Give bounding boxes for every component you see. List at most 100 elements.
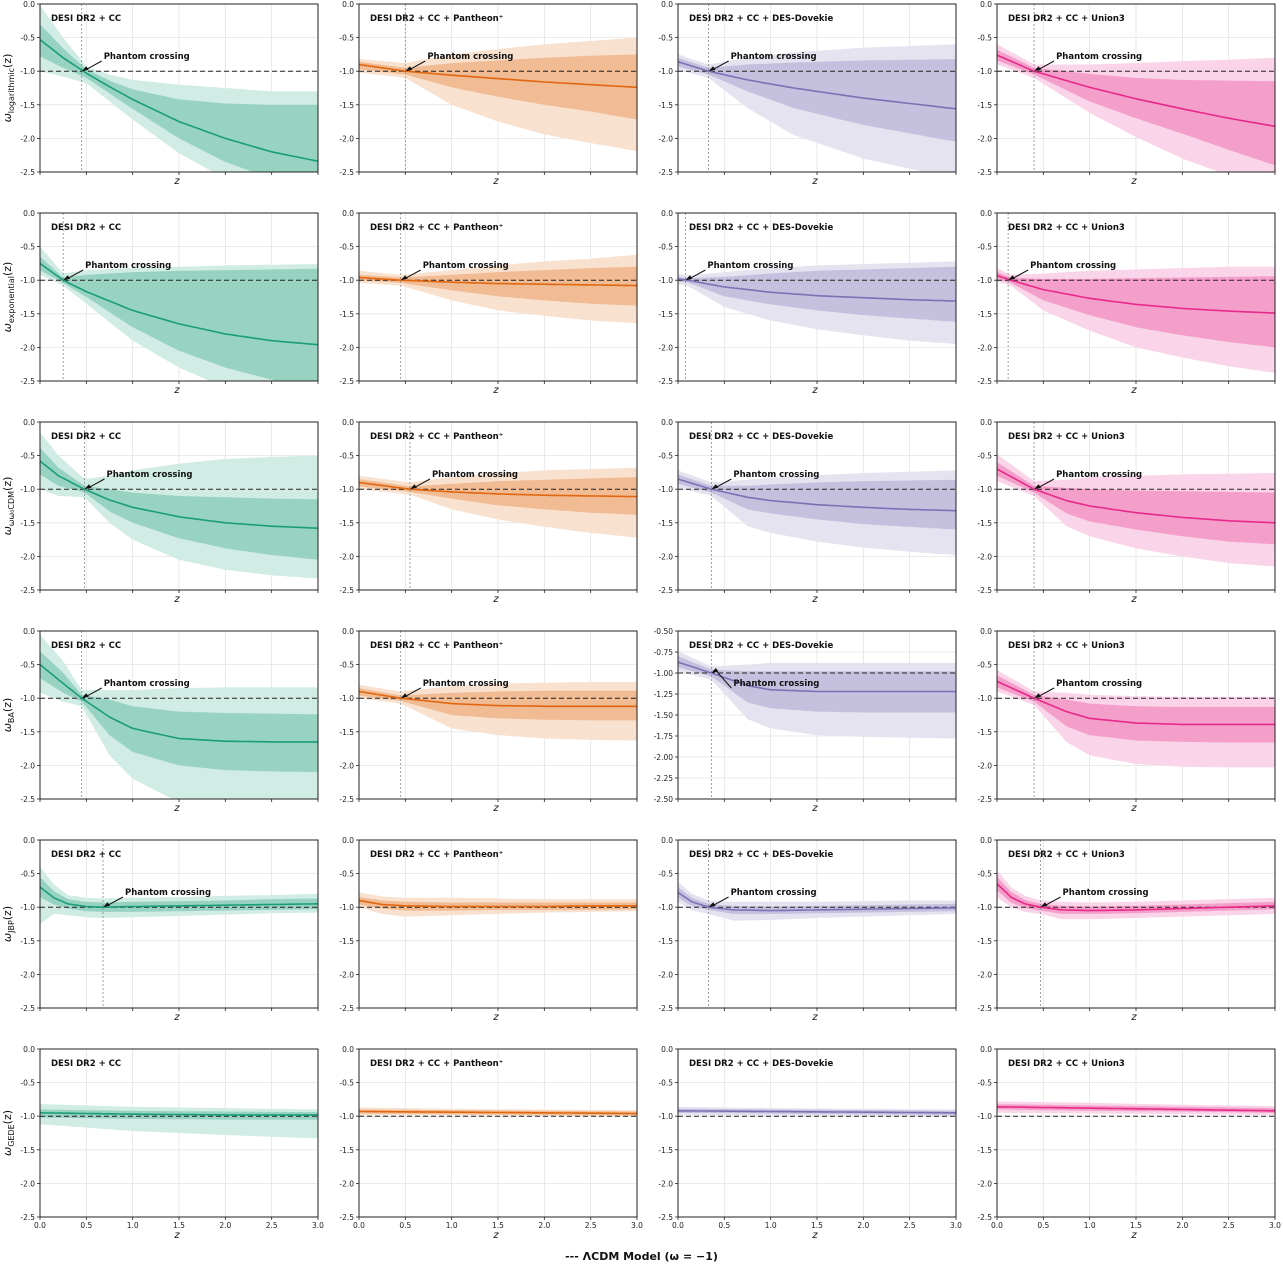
x-tick-label: 1.0 <box>127 1221 139 1230</box>
y-axis-label: ωlogarithmic(z) <box>1 54 16 123</box>
y-tick-label: -1.0 <box>658 485 673 494</box>
y-tick-label: 0.0 <box>661 0 673 9</box>
plot-area <box>678 422 956 590</box>
panel-title: DESI DR2 + CC + Union3 <box>1008 223 1125 233</box>
median-line <box>678 478 956 512</box>
x-axis-label: z <box>173 1012 180 1023</box>
y-tick-label: -0.5 <box>977 452 992 461</box>
crossing-arrow-head <box>63 275 71 281</box>
band-1sigma <box>40 877 318 912</box>
x-axis-label: z <box>1130 803 1137 814</box>
x-axis-label: z <box>492 594 499 605</box>
chart-panel: Phantom crossing DESI DR2 + CC + Union3 0.… <box>977 209 1276 396</box>
y-axis-label: ωGEDE(z) <box>1 1110 16 1156</box>
y-tick-label: -0.5 <box>339 452 354 461</box>
y-tick-label: -2.0 <box>339 134 354 143</box>
x-axis-label: z <box>492 803 499 814</box>
y-tick-label: -2.0 <box>339 970 354 979</box>
phantom-crossing-label: Phantom crossing <box>432 470 518 480</box>
x-axis-label: z <box>492 176 499 187</box>
x-tick-label: 1.5 <box>811 1221 823 1230</box>
y-tick-label: -2.5 <box>20 168 35 177</box>
crossing-arrow-head <box>1034 484 1042 490</box>
x-tick-label: 0.0 <box>353 1221 365 1230</box>
x-axis-label: z <box>1130 385 1137 396</box>
median-line <box>997 883 1275 912</box>
y-tick-label: -2.0 <box>339 552 354 561</box>
panel-title: DESI DR2 + CC + Union3 <box>1008 432 1125 442</box>
y-tick-label: -0.5 <box>20 34 35 43</box>
y-tick-label: -1.0 <box>658 276 673 285</box>
y-tick-label: -0.5 <box>339 1079 354 1088</box>
y-tick-label: -1.0 <box>20 694 35 703</box>
crossing-arrow-shaft <box>1038 687 1055 697</box>
y-tick-label: -2.00 <box>654 753 674 762</box>
median-line <box>678 661 956 693</box>
y-tick-label: -2.5 <box>658 1004 673 1013</box>
y-axis-label: ωBA(z) <box>1 698 16 733</box>
panel-title: DESI DR2 + CC + Pantheon⁺ <box>370 850 503 860</box>
crossing-arrow-shaft <box>405 269 421 279</box>
plot-area <box>359 1107 637 1117</box>
x-tick-label: 2.5 <box>266 1221 278 1230</box>
y-tick-label: -2.5 <box>20 795 35 804</box>
y-tick-label: 0.0 <box>661 418 673 427</box>
y-tick-label: -0.5 <box>339 661 354 670</box>
legend-lcdm: --- ΛCDM Model (ω = −1) <box>0 1250 1283 1263</box>
y-tick-label: -1.5 <box>977 1146 992 1155</box>
chart-panel: DESI DR2 + CC0.0-0.5-1.0-1.5-2.0-2.50.0 0… <box>1 1045 324 1240</box>
plot-area <box>359 213 637 381</box>
phantom-crossing-label: Phantom crossing <box>707 261 793 271</box>
y-tick-label: -2.0 <box>977 1179 992 1188</box>
y-tick-label: -1.5 <box>977 101 992 110</box>
median-line <box>359 276 637 287</box>
y-tick-label: -2.0 <box>658 1179 673 1188</box>
crossing-arrow-shaft <box>414 478 431 488</box>
phantom-crossing-label: Phantom crossing <box>1030 261 1116 271</box>
y-tick-label: -1.5 <box>977 310 992 319</box>
median-line <box>40 38 318 162</box>
y-tick-label: -1.5 <box>20 101 35 110</box>
phantom-crossing-label: Phantom crossing <box>733 679 819 689</box>
panel-title: DESI DR2 + CC <box>51 1059 121 1069</box>
legend-lcdm-label: --- ΛCDM Model (ω = −1) <box>565 1250 718 1263</box>
band-1sigma <box>359 477 637 515</box>
plot-area <box>359 422 637 590</box>
y-tick-label: -1.5 <box>339 1146 354 1155</box>
panel-title: DESI DR2 + CC + Union3 <box>1008 14 1125 24</box>
y-tick-label: -2.5 <box>20 586 35 595</box>
y-tick-label: 0.0 <box>342 836 354 845</box>
x-tick-label: 1.0 <box>765 1221 777 1230</box>
y-tick-label: -0.5 <box>339 243 354 252</box>
phantom-crossing-label: Phantom crossing <box>106 470 192 480</box>
y-tick-label: 0.0 <box>980 1045 992 1054</box>
y-tick-label: 0.0 <box>980 209 992 218</box>
y-tick-label: -2.5 <box>658 377 673 386</box>
crossing-arrow-head <box>81 66 89 72</box>
y-tick-label: -1.0 <box>20 1112 35 1121</box>
chart-panel: Phantom crossing DESI DR2 + CC 0.0 -0.5 -1.0… <box>1 836 319 1023</box>
y-tick-label: 0.0 <box>23 418 35 427</box>
x-tick-label: 0.0 <box>34 1221 46 1230</box>
y-tick-label: 0.0 <box>23 209 35 218</box>
y-tick-label: -2.5 <box>20 1213 35 1222</box>
crossing-arrow-shaft <box>67 269 84 279</box>
y-tick-label: -2.0 <box>20 134 35 143</box>
y-tick-label: -1.5 <box>20 1146 35 1155</box>
crossing-arrow-head <box>708 66 716 72</box>
panel-title: DESI DR2 + CC + DES-Dovekie <box>689 223 833 233</box>
crossing-arrow-shaft <box>107 896 124 906</box>
x-tick-label: 1.5 <box>173 1221 185 1230</box>
phantom-crossing-label: Phantom crossing <box>423 261 509 271</box>
crossing-arrow-shaft <box>713 60 729 70</box>
y-tick-label: -2.5 <box>339 1213 354 1222</box>
plot-area <box>359 4 637 172</box>
band-1sigma <box>40 447 318 560</box>
crossing-arrow-head <box>409 484 417 490</box>
y-tick-label: -2.0 <box>977 343 992 352</box>
phantom-crossing-label: Phantom crossing <box>1056 52 1142 62</box>
phantom-crossing-label: Phantom crossing <box>1056 470 1142 480</box>
y-axis-label: ωJBP(z) <box>1 906 16 942</box>
y-tick-label: 0.0 <box>342 418 354 427</box>
crossing-arrow-head <box>685 275 693 281</box>
